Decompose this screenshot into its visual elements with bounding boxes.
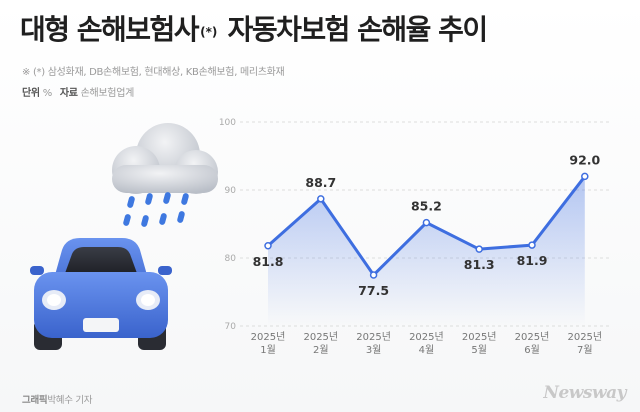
y-tick-label: 100 bbox=[219, 118, 236, 128]
data-point bbox=[317, 195, 325, 203]
chart-data-labels: 81.8 88.7 77.5 85.2 81.3 81.9 92.0 bbox=[253, 152, 601, 298]
car-icon bbox=[30, 238, 172, 350]
raindrops-icon bbox=[123, 192, 189, 227]
title-rest: 자동차보험 손해율 추이 bbox=[227, 13, 489, 46]
data-point bbox=[475, 245, 483, 253]
y-tick-label: 70 bbox=[225, 322, 237, 332]
x-tick-label: 2025년 6월 bbox=[515, 331, 550, 356]
data-point bbox=[422, 218, 431, 227]
series-area bbox=[268, 176, 585, 326]
credit: 그래픽박혜수 기자 bbox=[22, 392, 93, 406]
data-label: 92.0 bbox=[569, 152, 600, 167]
data-label: 88.7 bbox=[305, 175, 336, 190]
source-label: 자료 bbox=[59, 88, 78, 99]
license-plate bbox=[83, 318, 119, 332]
source-value: 손해보험업계 bbox=[80, 88, 135, 99]
data-point bbox=[369, 271, 378, 279]
x-tick-label: 2025년 3월 bbox=[356, 331, 391, 356]
x-tick-label: 2025년 5월 bbox=[462, 331, 497, 356]
y-axis-ticks: 70 80 90 100 bbox=[219, 118, 236, 332]
credit-name: 박혜수 기자 bbox=[47, 395, 93, 406]
x-axis-ticks: 2025년 1월 2025년 2월 2025년 3월 2025년 4월 2025년 5월 2025년… bbox=[251, 331, 602, 356]
data-label: 81.9 bbox=[517, 253, 548, 268]
data-point bbox=[581, 172, 589, 181]
x-tick-label: 2025년 1월 bbox=[251, 331, 286, 356]
y-tick-label: 90 bbox=[225, 186, 237, 196]
chart-points bbox=[264, 172, 589, 279]
rain-cloud-icon bbox=[112, 123, 218, 227]
x-tick-label: 2025년 2월 bbox=[303, 331, 338, 356]
brand-logo: Newsway bbox=[543, 383, 626, 403]
credit-label: 그래픽 bbox=[22, 395, 48, 406]
x-tick-label: 2025년 4월 bbox=[409, 331, 444, 356]
data-label: 77.5 bbox=[358, 283, 389, 298]
title-main: 대형 손해보험사 bbox=[20, 13, 200, 46]
chart-area-fill bbox=[268, 176, 585, 326]
data-label: 81.8 bbox=[253, 254, 284, 269]
unit-label: 단위 bbox=[22, 88, 40, 99]
title-footnote-mark: (*) bbox=[200, 25, 218, 39]
data-label: 81.3 bbox=[464, 257, 495, 272]
page-title: 대형 손해보험사 (*) 자동차보험 손해율 추이 bbox=[20, 8, 489, 48]
y-tick-label: 80 bbox=[225, 254, 237, 264]
unit-value: % bbox=[42, 88, 53, 99]
footnote: ※ (*) 삼성화재, DB손해보험, 현대해상, KB손해보험, 메리츠화재 bbox=[22, 67, 285, 78]
x-tick-label: 2025년 7월 bbox=[567, 331, 602, 356]
unit-source-line: 단위 % 자료 손해보험업계 bbox=[22, 84, 134, 99]
data-point bbox=[264, 242, 272, 250]
data-point bbox=[528, 241, 536, 249]
data-label: 85.2 bbox=[411, 199, 442, 214]
